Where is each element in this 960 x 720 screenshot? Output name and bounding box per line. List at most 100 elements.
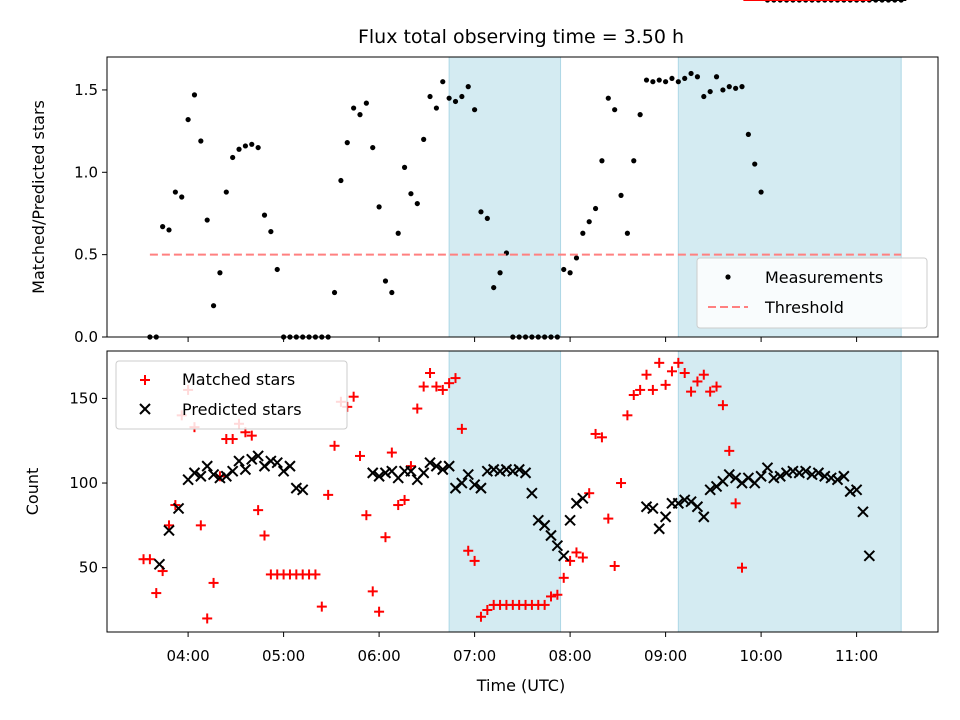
measurement-point [478,209,484,215]
predicted-star-point [755,470,767,482]
legend-matched-marker [140,375,150,385]
predicted-star-point [462,468,474,481]
predicted-star-point [863,550,876,562]
measurement-point [395,230,401,236]
measurement-point [580,230,586,236]
measurement-point [459,93,465,100]
predicted-star-point [538,519,551,532]
y-tick-label: 1.5 [74,81,98,99]
measurement-point [198,138,204,144]
x-tick-label: 07:00 [453,647,496,665]
measurement-point [701,93,707,100]
x-tick-label: 11:00 [835,647,878,665]
x-axis-ticks: 04:00 05:00 06:00 07:00 08:00 09:00 10:00 11:00 [166,647,878,665]
matched-star-point [399,494,410,505]
predicted-star-point [252,450,264,462]
top-panel-axes: 0.0 0.5 1.0 1.5 [74,81,858,346]
matched-star-point [195,520,206,531]
matched-star-point [202,613,213,624]
top-panel-frame [106,56,939,338]
measurement-point [204,217,210,223]
x-tick-label: 06:00 [357,647,400,665]
predicted-star-point [246,453,258,466]
matched-star-point [386,447,397,458]
measurement-point [739,84,745,90]
measurement-point [166,227,172,233]
measurement-point [242,143,248,149]
matched-star-point [724,445,735,456]
matched-star-point [463,545,474,556]
predicted-star-point [417,467,430,479]
predicted-star-point [233,455,245,467]
matched-star-point [565,555,576,566]
measurement-point [401,164,408,170]
measurement-point [179,194,185,200]
measurement-point [446,95,452,101]
x-axis-label: Time (UTC) [476,676,565,695]
measurement-point [421,136,427,142]
measurement-point [567,270,573,276]
predicted-star-point [195,470,207,482]
bottom-panel-shaded-intervals [448,350,902,633]
predicted-star-point [857,506,869,518]
matched-star-point [686,386,697,397]
matched-star-point [380,532,391,543]
predicted-star-point [691,501,704,513]
matched-star-point [367,586,378,597]
measurement-point [669,75,675,82]
predicted-star-point [284,460,296,472]
predicted-star-point [271,457,283,469]
matched-star-point [679,368,690,379]
matched-star-point [698,369,709,380]
top-panel-y-label: Matched/Predicted stars [29,100,48,294]
measurement-point [631,158,637,164]
measurement-point [720,87,726,93]
measurement-point [191,92,198,98]
matched-star-point [705,386,716,397]
measurement-point [726,84,732,90]
matched-star-point [444,378,455,389]
measurement-point [637,112,643,118]
measurement-point [382,278,389,284]
predicted-star-point [172,502,185,515]
predicted-star-point [672,497,685,510]
matched-star-point [425,368,436,379]
matched-star-point [456,423,467,434]
x-tick-label: 10:00 [739,647,782,665]
matched-star-point [666,366,677,377]
measurement-point [274,266,280,273]
measurement-point [713,74,720,80]
measurement-point [389,289,395,296]
matched-star-point [259,530,270,541]
matched-star-point [355,450,365,461]
matched-star-point [482,604,493,615]
measurement-point [586,219,592,225]
matched-star-point [660,379,671,390]
measurement-point [650,79,656,85]
measurement-point [561,266,567,273]
x-tick-label: 09:00 [644,647,687,665]
predicted-star-point [812,467,825,479]
predicted-star-point [723,468,735,481]
predicted-star-point [653,523,665,535]
predicted-star-point [367,467,379,479]
matched-star-point [546,591,556,602]
measurement-point [160,224,166,230]
measurement-point [675,79,681,85]
matched-star-point [437,384,448,395]
predicted-star-point [443,460,455,472]
matched-star-point [628,390,639,401]
legend-predicted-label: Predicted stars [182,400,302,419]
matched-star-point [717,400,728,411]
top-panel-legend: Measurements Threshold [696,257,928,329]
predicted-star-point [526,487,538,499]
measurement-point [599,158,605,164]
predicted-star-point [704,484,716,496]
measurement-point [605,95,611,101]
matched-star-point [431,381,442,392]
matched-star-point [635,384,646,395]
matched-star-point [711,381,722,392]
matched-star-point [405,461,416,472]
predicted-star-point [188,467,201,479]
